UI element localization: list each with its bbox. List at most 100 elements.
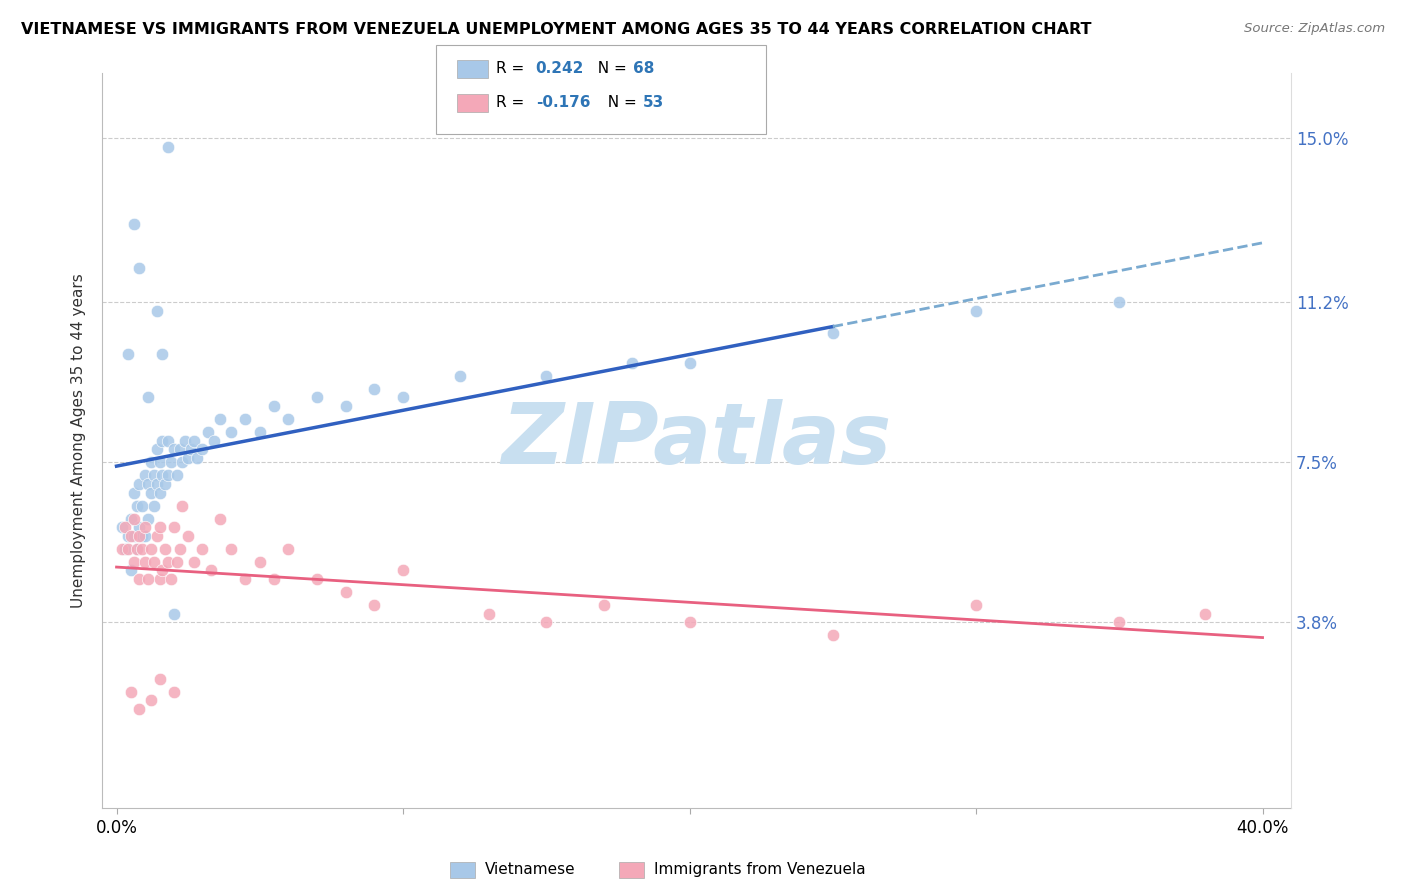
Point [145,529,167,543]
Point [536,368,558,383]
Point [128,702,150,716]
Point [183,555,205,569]
Text: Immigrants from Venezuela: Immigrants from Venezuela [654,863,866,877]
Point [150,434,173,448]
Point [128,260,150,275]
Point [128,529,150,543]
Point [307,572,329,586]
Point [449,368,471,383]
Point [163,442,186,457]
Point [821,628,844,642]
Point [180,442,202,457]
Point [172,455,194,469]
Text: VIETNAMESE VS IMMIGRANTS FROM VENEZUELA UNEMPLOYMENT AMONG AGES 35 TO 44 YEARS C: VIETNAMESE VS IMMIGRANTS FROM VENEZUELA … [21,22,1091,37]
Point [219,425,242,439]
Point [117,541,139,556]
Point [177,450,200,465]
Point [111,541,134,556]
Point [208,511,231,525]
Point [277,412,299,426]
Point [114,541,136,556]
Point [183,434,205,448]
Point [111,520,134,534]
Y-axis label: Unemployment Among Ages 35 to 44 years: Unemployment Among Ages 35 to 44 years [72,273,86,608]
Text: Vietnamese: Vietnamese [485,863,575,877]
Point [136,572,159,586]
Point [163,607,186,621]
Point [249,425,271,439]
Text: -0.176: -0.176 [536,95,591,110]
Point [335,399,357,413]
Point [148,572,170,586]
Text: ZIPatlas: ZIPatlas [502,400,891,483]
Point [148,520,170,534]
Text: N =: N = [598,95,641,110]
Point [965,598,987,612]
Point [186,450,208,465]
Point [136,477,159,491]
Text: Source: ZipAtlas.com: Source: ZipAtlas.com [1244,22,1385,36]
Point [120,684,142,698]
Point [163,520,186,534]
Point [1108,295,1130,310]
Text: 53: 53 [643,95,664,110]
Point [157,468,180,483]
Point [1108,615,1130,630]
Point [277,541,299,556]
Point [148,485,170,500]
Point [145,304,167,318]
Point [122,529,145,543]
Point [122,555,145,569]
Point [128,572,150,586]
Point [678,615,700,630]
Point [177,529,200,543]
Point [592,598,614,612]
Point [114,520,136,534]
Text: 68: 68 [633,62,654,76]
Point [335,585,357,599]
Point [125,499,148,513]
Point [200,564,222,578]
Point [139,485,162,500]
Point [134,468,156,483]
Point [169,442,191,457]
Point [363,598,385,612]
Point [202,434,225,448]
Point [263,399,285,413]
Point [122,485,145,500]
Point [128,477,150,491]
Point [160,455,183,469]
Point [155,541,177,556]
Point [142,468,165,483]
Point [139,693,162,707]
Point [197,425,219,439]
Point [1194,607,1216,621]
Point [134,520,156,534]
Point [150,468,173,483]
Point [155,477,177,491]
Point [157,555,180,569]
Point [478,607,501,621]
Point [166,468,188,483]
Point [160,572,183,586]
Point [965,304,987,318]
Point [235,412,257,426]
Point [174,434,197,448]
Point [166,555,188,569]
Point [145,442,167,457]
Point [131,541,153,556]
Point [139,541,162,556]
Text: R =: R = [496,62,530,76]
Point [150,347,173,361]
Point [131,499,153,513]
Point [122,218,145,232]
Point [142,555,165,569]
Point [219,541,242,556]
Point [307,391,329,405]
Point [139,455,162,469]
Point [249,555,271,569]
Point [145,477,167,491]
Point [125,541,148,556]
Point [117,347,139,361]
Point [125,541,148,556]
